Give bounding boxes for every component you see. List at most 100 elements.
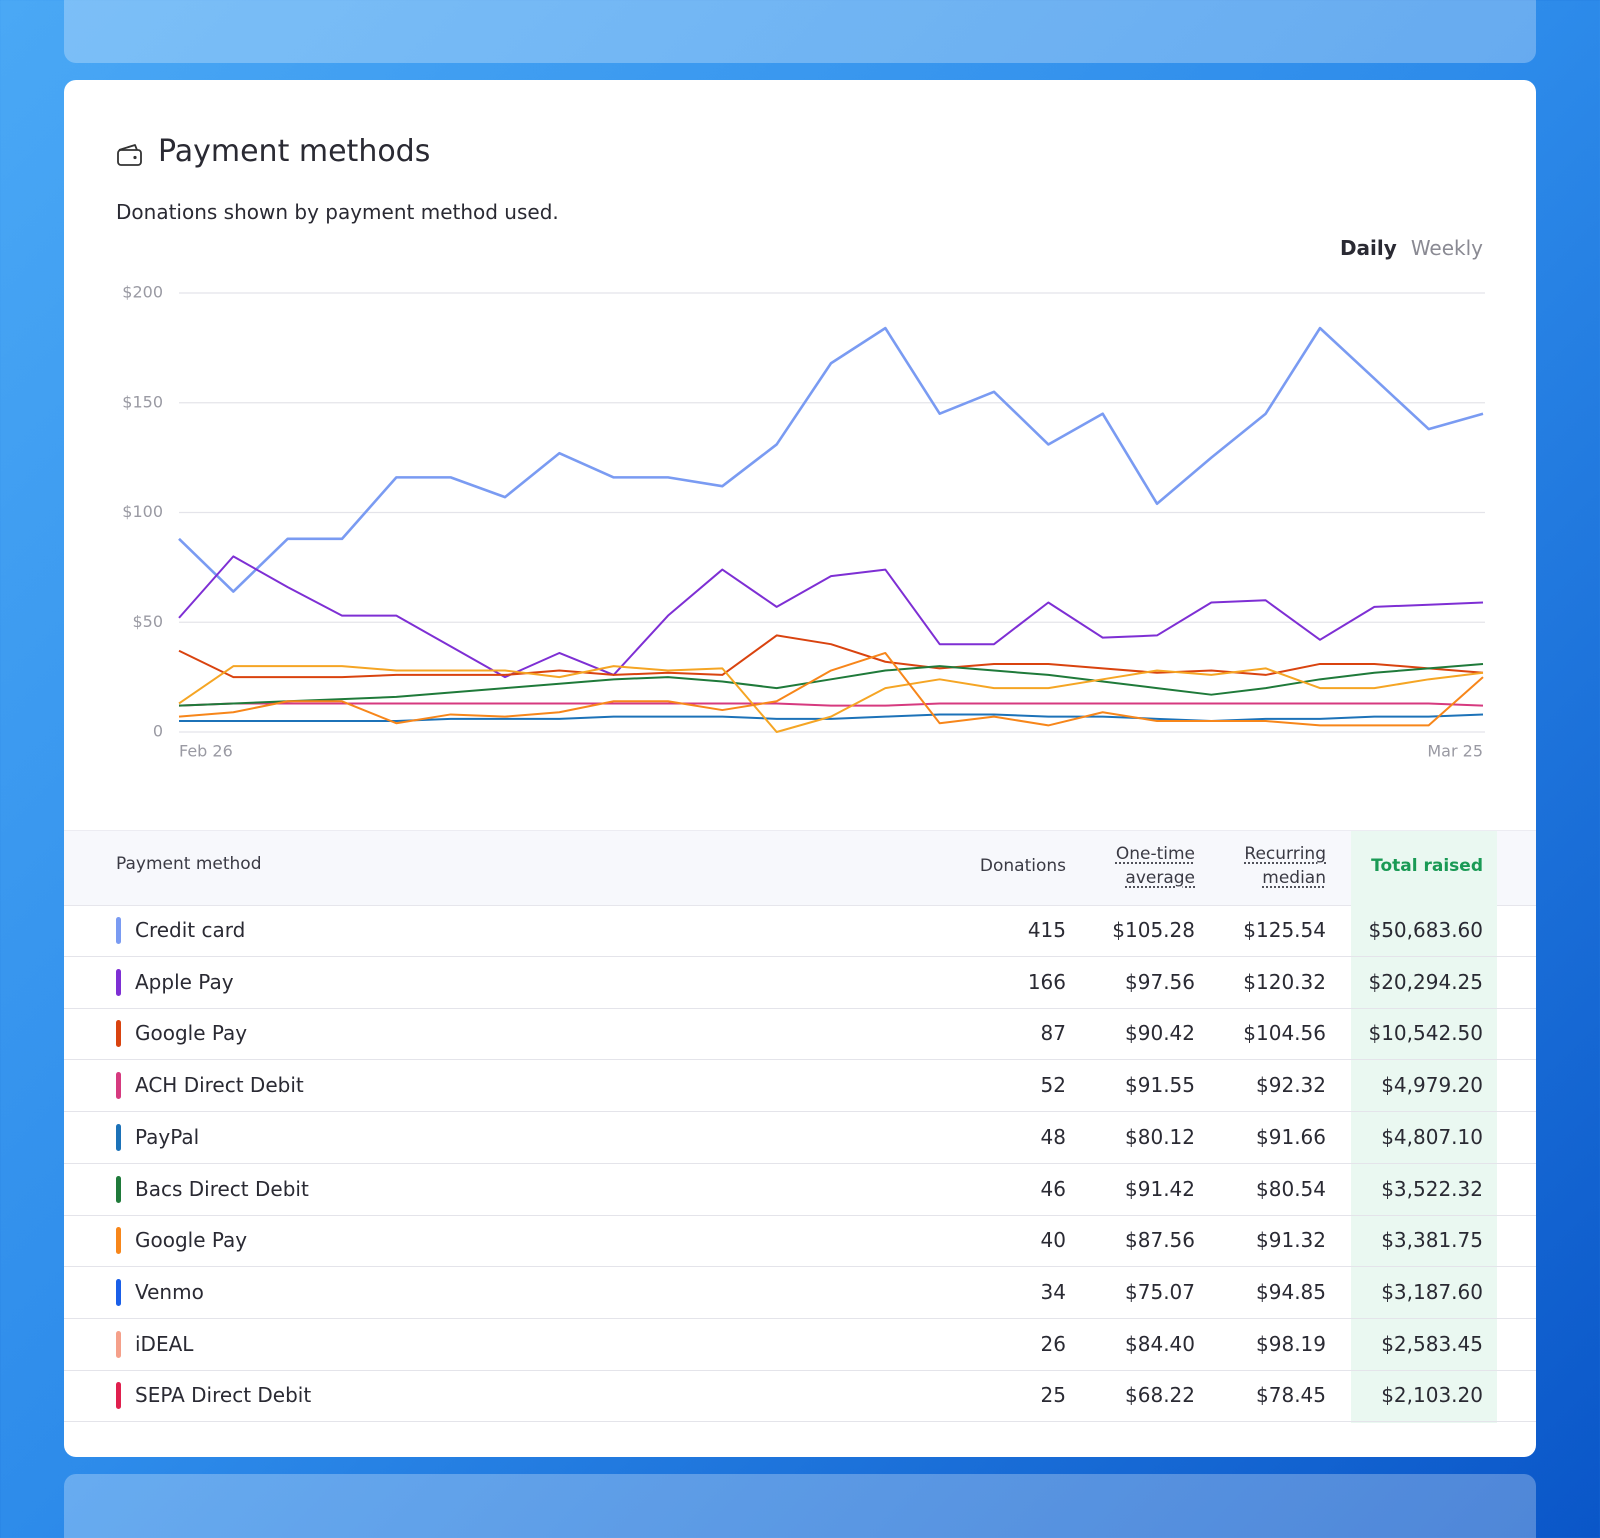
- cell-one-time-average: $68.22: [1125, 1383, 1195, 1408]
- payment-card: Payment methods Donations shown by payme…: [64, 80, 1536, 1457]
- cell-total-raised: $20,294.25: [1368, 969, 1483, 994]
- row-divider: [64, 956, 1536, 957]
- cell-total-raised: $4,979.20: [1381, 1073, 1483, 1098]
- column-header: One-time average: [1115, 844, 1195, 888]
- cell-recurring-median: $98.19: [1256, 1331, 1326, 1356]
- cell-total-raised: $10,542.50: [1368, 1021, 1483, 1046]
- cell-total-raised: $4,807.10: [1381, 1124, 1483, 1149]
- cell-total-raised: $50,683.60: [1368, 918, 1483, 942]
- row-divider: [64, 1214, 1536, 1216]
- cell-recurring-median: $125.54: [1243, 918, 1326, 942]
- cell-one-time-average: $91.55: [1125, 1073, 1195, 1098]
- cell-donations: 166: [1027, 969, 1066, 994]
- top-card: [64, 0, 1536, 63]
- y-tick-label: $150: [122, 392, 163, 411]
- y-tick-label: $50: [132, 612, 163, 631]
- cell-total-raised: $2,103.20: [1381, 1383, 1483, 1408]
- x-tick-label: Feb 26: [179, 742, 233, 761]
- method-color-bar: [116, 968, 121, 996]
- method-color-bar: [116, 1227, 121, 1255]
- cell-one-time-average: $80.12: [1125, 1124, 1195, 1149]
- cell-one-time-average: $75.07: [1125, 1279, 1195, 1304]
- cell-one-time-average: $105.28: [1112, 918, 1195, 942]
- cell-total-raised: $3,381.75: [1381, 1228, 1483, 1253]
- method-color-bar: [116, 1123, 121, 1151]
- method-name: Google Pay: [135, 1228, 248, 1253]
- series-line: [178, 665, 1484, 733]
- cell-recurring-median: $94.85: [1256, 1279, 1326, 1304]
- cell-total-raised: $3,522.32: [1381, 1176, 1483, 1201]
- cell-recurring-median: $91.32: [1256, 1228, 1326, 1253]
- row-divider: [64, 1162, 1536, 1164]
- series-line: [178, 634, 1484, 679]
- column-header: Total raised: [1371, 856, 1483, 876]
- y-tick-label: $200: [122, 283, 163, 302]
- column-header: Payment method: [116, 854, 262, 874]
- cell-donations: 48: [1040, 1124, 1066, 1149]
- card-subtitle: Donations shown by payment method used.: [116, 200, 559, 224]
- cell-recurring-median: $78.45: [1256, 1383, 1326, 1408]
- method-color-bar: [116, 1278, 121, 1306]
- cell-recurring-median: $92.32: [1256, 1073, 1326, 1098]
- cell-donations: 415: [1027, 918, 1066, 942]
- cell-one-time-average: $87.56: [1125, 1228, 1195, 1253]
- table-header-band: [64, 830, 1536, 906]
- cell-one-time-average: $97.56: [1125, 969, 1195, 994]
- cell-donations: 25: [1040, 1383, 1066, 1408]
- series-line: [178, 326, 1484, 593]
- method-color-bar: [116, 1382, 121, 1410]
- bottom-card: [64, 1474, 1536, 1538]
- y-tick-label: 0: [153, 722, 163, 741]
- cell-donations: 26: [1040, 1331, 1066, 1356]
- method-name: Bacs Direct Debit: [135, 1176, 309, 1201]
- row-divider: [64, 1007, 1536, 1009]
- card-title: Payment methods: [158, 134, 431, 169]
- cell-total-raised: $3,187.60: [1381, 1279, 1483, 1304]
- cell-donations: 52: [1040, 1073, 1066, 1098]
- method-color-bar: [116, 917, 121, 944]
- method-name: ACH Direct Debit: [135, 1073, 304, 1098]
- method-name: PayPal: [135, 1124, 200, 1149]
- row-divider: [64, 1266, 1536, 1268]
- series-line: [178, 702, 1484, 707]
- table: Payment method Donations One-time average R…: [64, 80, 1536, 1457]
- row-divider: [64, 1111, 1536, 1113]
- toggle-option[interactable]: Weekly: [1410, 236, 1483, 260]
- cell-one-time-average: $91.42: [1125, 1176, 1195, 1201]
- cell-recurring-median: $120.32: [1243, 969, 1326, 994]
- cell-total-raised: $2,583.45: [1381, 1331, 1483, 1356]
- chart: 0 $50 $100 $150 $200 Feb 26 Mar 25: [122, 283, 1485, 761]
- cell-one-time-average: $84.40: [1125, 1331, 1195, 1356]
- method-name: Google Pay: [135, 1021, 248, 1046]
- method-color-bar: [116, 1175, 121, 1203]
- column-header: Donations: [979, 856, 1066, 876]
- x-tick-label: Mar 25: [1427, 742, 1483, 761]
- wallet-icon: [117, 144, 142, 166]
- row-divider: [64, 1059, 1536, 1061]
- cell-one-time-average: $90.42: [1125, 1021, 1195, 1046]
- cell-recurring-median: $91.66: [1256, 1124, 1326, 1149]
- toggle-option[interactable]: Daily: [1339, 236, 1397, 260]
- series-line: [179, 713, 1484, 723]
- row-divider: [64, 1421, 1536, 1423]
- total-column-highlight: [1351, 831, 1497, 1423]
- cell-donations: 40: [1040, 1228, 1066, 1253]
- column-header: Recurring median: [1244, 844, 1326, 888]
- cell-donations: 46: [1040, 1176, 1066, 1201]
- row-divider: [64, 1317, 1536, 1319]
- series-line: [178, 555, 1484, 679]
- cell-recurring-median: $80.54: [1256, 1176, 1326, 1201]
- method-color-bar: [116, 1020, 121, 1048]
- series-line: [178, 651, 1484, 727]
- cell-recurring-median: $104.56: [1243, 1021, 1326, 1046]
- method-name: Apple Pay: [135, 969, 234, 994]
- cell-donations: 87: [1040, 1021, 1066, 1046]
- row-divider: [64, 1369, 1536, 1371]
- method-name: Venmo: [135, 1279, 204, 1304]
- method-color-bar: [116, 1330, 121, 1358]
- method-name: SEPA Direct Debit: [135, 1383, 312, 1408]
- cell-donations: 34: [1040, 1279, 1066, 1304]
- y-tick-label: $100: [122, 502, 163, 521]
- method-color-bar: [116, 1072, 121, 1100]
